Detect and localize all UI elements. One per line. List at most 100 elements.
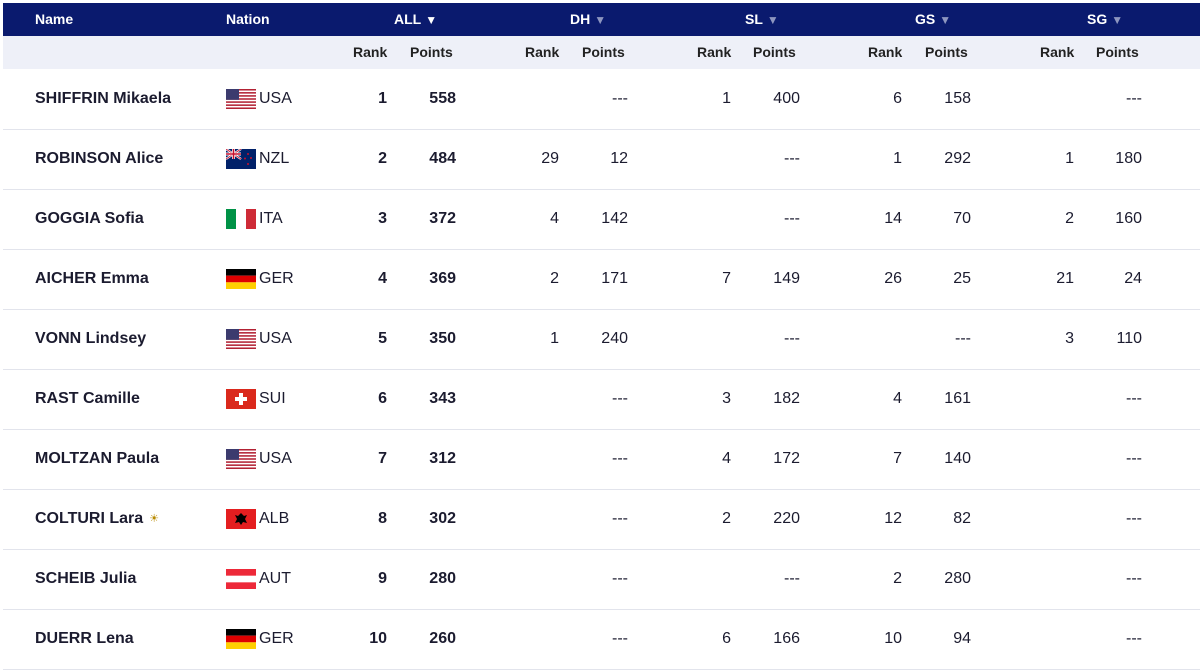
table-row[interactable]: VONN Lindsey USA 5 350 1 240 --- --- 3 110 (3, 309, 1200, 370)
sg-points: 24 (1124, 270, 1142, 287)
athlete-name-link[interactable]: SHIFFRIN Mikaela (35, 69, 171, 129)
sort-arrow-icon: ▼ (766, 13, 779, 27)
sg-points: --- (1126, 570, 1142, 587)
athlete-name-link[interactable]: VONN Lindsey (35, 309, 146, 369)
nation-code: ITA (259, 210, 283, 227)
athlete-name-link[interactable]: SCHEIB Julia (35, 549, 136, 609)
athlete-name-link[interactable]: RAST Camille (35, 369, 140, 429)
nation-code: GER (259, 630, 294, 647)
nation-code: AUT (259, 570, 291, 587)
gs-rank: 2 (893, 570, 902, 587)
table-row[interactable]: MOLTZAN Paula USA 7 312 --- 4 172 7 140 --- (3, 429, 1200, 490)
subheader-sl-rank: Rank (697, 44, 732, 60)
alb-flag-icon (226, 509, 256, 529)
subheader-all-points: Points (410, 44, 453, 60)
gs-points: 25 (953, 270, 971, 287)
athlete-name-link[interactable]: COLTURI Lara ☀ (35, 489, 159, 549)
dh-points: 240 (601, 330, 628, 347)
subheader-sg-rank: Rank (1040, 44, 1075, 60)
gs-rank: 1 (893, 150, 902, 167)
table-row[interactable]: DUERR Lena GER 10 260 --- 6 166 10 94 --- (3, 609, 1200, 670)
sg-rank: 3 (1065, 330, 1074, 347)
sl-rank: 6 (722, 630, 731, 647)
subheader-all-rank: Rank (353, 44, 388, 60)
overall-rank: 7 (378, 450, 387, 467)
table-row[interactable]: RAST Camille SUI 6 343 --- 3 182 4 161 --- (3, 369, 1200, 430)
sg-points: 110 (1116, 330, 1142, 347)
overall-rank: 5 (378, 330, 387, 347)
overall-points: 280 (429, 570, 456, 587)
overall-points: 369 (429, 270, 456, 287)
sl-points: --- (784, 330, 800, 347)
sg-rank: 21 (1056, 270, 1074, 287)
athlete-name-link[interactable]: GOGGIA Sofia (35, 189, 144, 249)
overall-rank: 3 (378, 210, 387, 227)
column-header-all[interactable]: ALL ▼ (394, 3, 437, 36)
overall-points: 372 (429, 210, 456, 227)
column-header-name[interactable]: Name (35, 11, 74, 27)
dh-rank: 2 (550, 270, 559, 287)
table-row[interactable]: SCHEIB Julia AUT 9 280 --- --- 2 280 --- (3, 549, 1200, 610)
table-row[interactable]: SHIFFRIN Mikaela USA 1 558 --- 1 400 6 158 --- (3, 69, 1200, 130)
dh-rank: 4 (550, 210, 559, 227)
table-row[interactable]: AICHER Emma GER 4 369 2 171 7 149 26 25 21 24 (3, 249, 1200, 310)
gs-points: 280 (944, 570, 971, 587)
usa-flag-icon (226, 449, 256, 469)
gs-rank: 26 (884, 270, 902, 287)
gs-rank: 4 (893, 390, 902, 407)
column-header-gs[interactable]: GS ▼ (915, 3, 951, 36)
nation-code: NZL (259, 150, 290, 167)
overall-rank: 1 (378, 90, 387, 107)
nzl-flag-icon (226, 149, 256, 169)
athlete-name-link[interactable]: ROBINSON Alice (35, 129, 163, 189)
column-header-dh[interactable]: DH ▼ (570, 3, 606, 36)
dh-rank: 1 (550, 330, 559, 347)
sl-points: 400 (773, 90, 800, 107)
athlete-name: COLTURI Lara (35, 510, 144, 528)
dh-points: 142 (601, 210, 628, 227)
sg-points: --- (1126, 450, 1142, 467)
sg-points: --- (1126, 90, 1142, 107)
gs-rank: 7 (893, 450, 902, 467)
athlete-name-link[interactable]: MOLTZAN Paula (35, 429, 159, 489)
header-row: Name Nation ALL ▼ DH ▼ SL ▼ GS ▼ SG ▼ (3, 3, 1200, 36)
dh-points: --- (612, 90, 628, 107)
subheader-gs-rank: Rank (868, 44, 903, 60)
sg-rank: 1 (1065, 150, 1074, 167)
nation-code: USA (259, 450, 292, 467)
athlete-name: SHIFFRIN Mikaela (35, 90, 172, 107)
column-header-nation[interactable]: Nation (226, 11, 270, 27)
table-row[interactable]: ROBINSON Alice NZL 2 484 29 12 --- 1 292 1 180 (3, 129, 1200, 190)
table-row[interactable]: COLTURI Lara ☀ ALB 8 302 --- 2 220 12 82 --- (3, 489, 1200, 550)
dh-points: --- (612, 390, 628, 407)
column-header-sg[interactable]: SG ▼ (1087, 3, 1123, 36)
nation-code: USA (259, 330, 292, 347)
nation-code: USA (259, 90, 292, 107)
sl-points: --- (784, 150, 800, 167)
overall-rank: 10 (369, 630, 387, 647)
sl-rank: 3 (722, 390, 731, 407)
usa-flag-icon (226, 329, 256, 349)
athlete-name: GOGGIA Sofia (35, 210, 144, 227)
athlete-name-link[interactable]: AICHER Emma (35, 249, 149, 309)
column-header-sl[interactable]: SL ▼ (745, 3, 779, 36)
dh-points: --- (612, 450, 628, 467)
sl-points: 149 (773, 270, 800, 287)
sl-points: --- (784, 210, 800, 227)
overall-points: 558 (429, 90, 456, 107)
sort-arrow-icon: ▼ (939, 13, 952, 27)
gs-points: 158 (944, 90, 971, 107)
overall-points: 302 (429, 510, 456, 527)
gs-points: --- (955, 330, 971, 347)
overall-points: 350 (429, 330, 456, 347)
overall-rank: 2 (378, 150, 387, 167)
dh-points: 171 (601, 270, 628, 287)
overall-points: 484 (429, 150, 456, 167)
sg-points: --- (1126, 510, 1142, 527)
column-header-dh-label: DH (570, 11, 591, 27)
athlete-name: RAST Camille (35, 390, 140, 407)
table-row[interactable]: GOGGIA Sofia ITA 3 372 4 142 --- 14 70 2 160 (3, 189, 1200, 250)
dh-points: --- (612, 630, 628, 647)
athlete-name-link[interactable]: DUERR Lena (35, 609, 134, 669)
